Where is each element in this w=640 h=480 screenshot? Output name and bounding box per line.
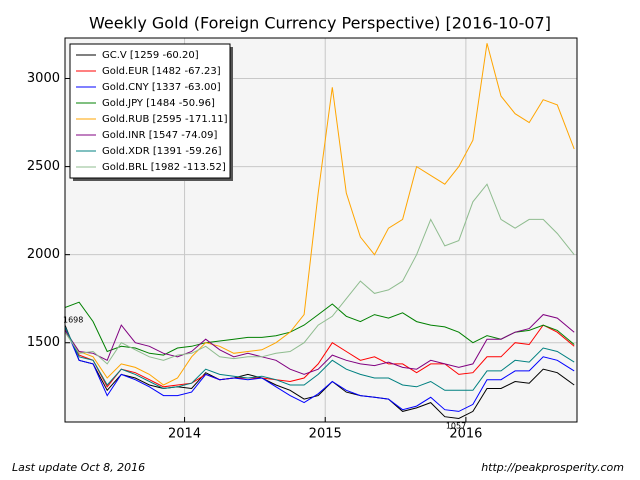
series-line xyxy=(65,324,575,388)
y-tick-label: 1500 xyxy=(27,335,60,350)
series-line xyxy=(65,301,575,356)
footer-right: http://peakprosperity.com xyxy=(481,461,624,474)
series-line xyxy=(65,314,575,375)
chart-title: Weekly Gold (Foreign Currency Perspectiv… xyxy=(89,14,551,33)
legend-label: Gold.BRL [1982 -113.52] xyxy=(102,162,226,173)
series-line xyxy=(65,324,575,420)
y-tick-label: 2500 xyxy=(27,159,60,174)
series-line xyxy=(65,43,575,386)
series-line xyxy=(65,326,575,391)
legend-label: Gold.INR [1547 -74.09] xyxy=(102,130,217,141)
annotation: 1698 xyxy=(63,316,83,325)
legend-label: Gold.XDR [1391 -59.26] xyxy=(102,146,222,157)
legend-label: GC.V [1259 -60.20] xyxy=(102,50,199,61)
x-tick-label: 2015 xyxy=(309,427,342,442)
footer-left: Last update Oct 8, 2016 xyxy=(12,461,145,474)
series-line xyxy=(65,326,575,412)
legend-label: Gold.CNY [1337 -63.00] xyxy=(102,82,221,93)
series-line xyxy=(65,183,575,365)
legend-label: Gold.EUR [1482 -67.23] xyxy=(102,66,221,77)
plot-frame xyxy=(64,37,578,423)
annotation: 1057 xyxy=(446,422,466,431)
y-tick-label: 2000 xyxy=(27,247,60,262)
legend-box xyxy=(69,43,231,179)
y-tick-label: 3000 xyxy=(27,71,60,86)
legend-label: Gold.RUB [2595 -171.11] xyxy=(102,114,228,125)
x-tick-label: 2014 xyxy=(168,427,201,442)
legend-label: Gold.JPY [1484 -50.96] xyxy=(102,98,215,109)
x-tick-label: 2016 xyxy=(449,427,482,442)
